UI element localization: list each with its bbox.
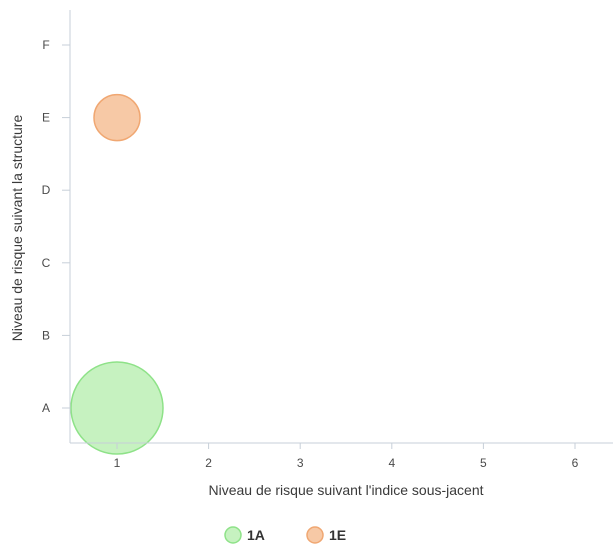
x-tick-label: 4 xyxy=(388,456,395,470)
bubble-1A[interactable] xyxy=(70,361,164,455)
axes: A B C D E F 1 2 3 4 5 6 xyxy=(42,10,613,470)
x-tick-label: 6 xyxy=(572,456,579,470)
x-tick-label: 5 xyxy=(480,456,487,470)
y-tick-label: A xyxy=(42,401,50,415)
legend-item-1A[interactable]: 1A xyxy=(224,526,265,544)
x-axis-title: Niveau de risque suivant l'indice sous-j… xyxy=(208,482,483,498)
legend-marker xyxy=(306,526,324,544)
bubble-1E[interactable] xyxy=(93,93,141,142)
x-tick-label: 3 xyxy=(297,456,304,470)
y-tick-label: B xyxy=(42,328,50,342)
x-tick-label: 2 xyxy=(205,456,212,470)
y-tick-label: D xyxy=(42,183,51,197)
legend-label: 1E xyxy=(329,527,346,543)
y-tick-label: E xyxy=(42,111,50,125)
legend-item-1E[interactable]: 1E xyxy=(306,526,346,544)
y-tick-label: C xyxy=(42,256,51,270)
plot-area xyxy=(70,93,164,455)
legend-label: 1A xyxy=(247,527,265,543)
y-tick-label: F xyxy=(42,38,49,52)
x-tick-label: 1 xyxy=(114,456,121,470)
y-axis-title: Niveau de risque suivant la structure xyxy=(9,115,25,342)
legend: 1A 1E xyxy=(224,526,346,544)
legend-marker xyxy=(224,526,242,544)
